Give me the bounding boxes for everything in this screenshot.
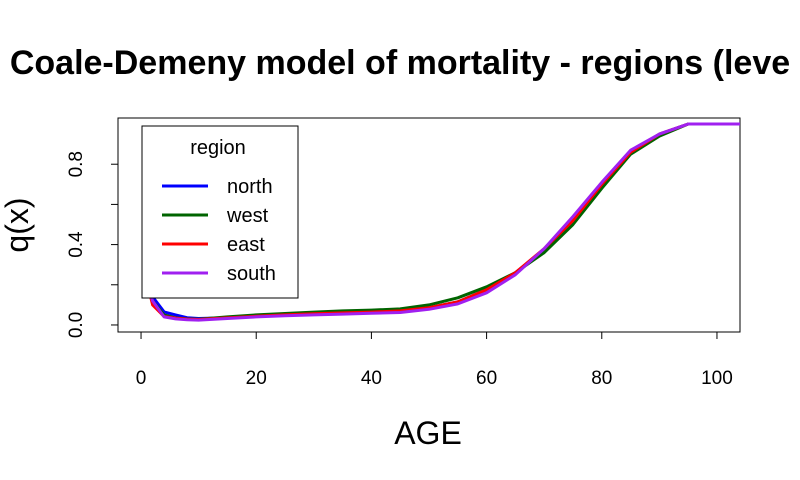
y-tick-label: 0.0 [66,312,87,338]
y-axis: 0.0 0.4 0.8 [66,151,119,338]
legend-label-south: south [227,263,276,285]
x-tick-label: 60 [476,368,497,389]
legend-items: north west east south [162,176,276,285]
x-axis: 0 20 40 60 80 100 [136,331,733,389]
y-axis-label: q(x) [0,197,35,252]
legend-box [141,125,299,299]
legend-label-east: east [227,234,265,256]
legend: region north west east south [141,125,299,299]
series-line-south [145,122,740,322]
x-axis-label: AGE [394,415,462,451]
legend-title: region [190,137,246,159]
legend-label-west: west [226,205,269,227]
y-tick-label: 0.4 [66,231,87,258]
legend-label-north: north [227,176,273,198]
x-tick-label: 80 [591,368,612,389]
x-tick-label: 0 [136,368,147,389]
series-group [145,122,740,322]
chart-title: Coale-Demeny model of mortality - region… [10,44,790,82]
x-tick-label: 40 [361,368,382,389]
y-tick-label: 0.8 [66,151,87,177]
x-tick-label: 100 [701,368,733,389]
x-tick-label: 20 [246,368,267,389]
